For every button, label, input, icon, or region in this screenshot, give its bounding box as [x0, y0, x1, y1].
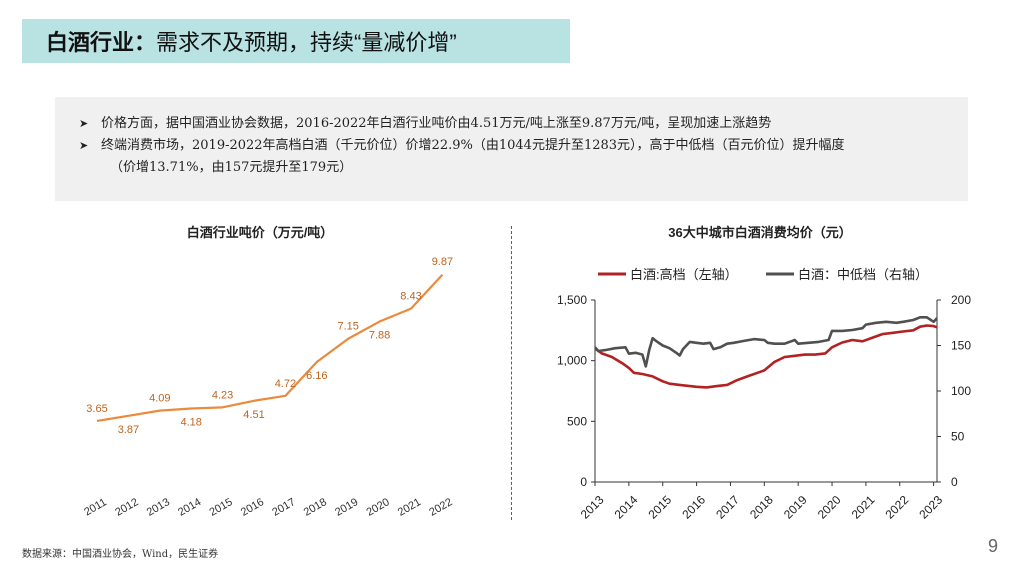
summary-box: ➤ 价格方面，据中国酒业协会数据，2016-2022年白酒行业吨价由4.51万元…	[55, 97, 968, 201]
data-label: 4.23	[212, 389, 233, 401]
page-title-rest: 需求不及预期，持续“量减价增”	[156, 30, 457, 55]
arrow-right-icon: ➤	[79, 117, 89, 130]
x-tick-label: 2017	[270, 496, 297, 519]
legend-label: 白酒：中低档（右轴）	[798, 267, 928, 282]
data-label: 9.87	[432, 256, 453, 268]
high-end-price-line	[594, 324, 938, 389]
x-tick-label: 2021	[396, 496, 423, 519]
right-y-tick-label: 150	[951, 339, 971, 353]
page-title-bold: 白酒行业：	[46, 30, 157, 55]
x-tick-label: 2016	[239, 496, 266, 519]
data-label: 4.51	[243, 409, 264, 421]
right-y-tick-label: 200	[951, 293, 971, 307]
tonnage-price-line-chart: 3.65 3.87 4.09 4.18 4.23 4.51 4.72 6.16 7.15 7.88…	[82, 256, 454, 519]
x-tick-label: 2012	[113, 496, 140, 519]
legend-label: 白酒:高档（左轴）	[630, 267, 738, 282]
right-y-tick-label: 100	[951, 384, 971, 398]
data-label: 7.88	[369, 330, 390, 342]
right-chart-title: 36大中城市白酒消费均价（元）	[668, 225, 852, 240]
data-label: 4.72	[275, 378, 296, 390]
page-number: 9	[988, 536, 999, 556]
data-label: 4.18	[180, 417, 201, 429]
x-tick-label: 2015	[207, 496, 234, 519]
x-tick-label: 2018	[302, 496, 329, 519]
right-y-tick-label: 50	[951, 430, 965, 444]
mid-low-price-line	[594, 316, 938, 368]
x-tick-label: 2020	[815, 493, 844, 522]
left-y-tick-label: 0	[580, 475, 587, 489]
data-label: 7.15	[337, 321, 358, 333]
x-tick-label: 2019	[333, 496, 360, 519]
left-y-tick-label: 1,500	[557, 293, 587, 307]
x-tick-label: 2022	[427, 496, 454, 519]
x-tick-label: 2016	[679, 493, 708, 522]
data-source-note: 数据来源：中国酒业协会，Wind，民生证券	[22, 549, 219, 560]
x-tick-label: 2015	[646, 493, 675, 522]
data-label: 6.16	[306, 370, 327, 382]
summary-bullet-text: （价增13.71%，由157元提升至179元）	[110, 160, 353, 175]
x-tick-label: 2018	[747, 493, 776, 522]
x-tick-label: 2011	[82, 496, 108, 518]
chart-divider	[511, 226, 512, 520]
arrow-right-icon: ➤	[79, 139, 89, 152]
right-y-tick-label: 0	[951, 475, 958, 489]
summary-bullet-text: 价格方面，据中国酒业协会数据，2016-2022年白酒行业吨价由4.51万元/吨…	[101, 116, 772, 131]
tonnage-price-line	[96, 274, 444, 423]
data-label: 3.65	[86, 403, 107, 415]
x-tick-label: 2014	[612, 493, 641, 522]
summary-bullet-text: 终端消费市场，2019-2022年高档白酒（千元价位）价增22.9%（由1044…	[101, 138, 845, 153]
left-y-tick-label: 500	[567, 414, 587, 428]
page-title-banner: 白酒行业： 需求不及预期，持续“量减价增”	[22, 19, 570, 63]
summary-bullet-2: ➤ 终端消费市场，2019-2022年高档白酒（千元价位）价增22.9%（由10…	[79, 135, 948, 157]
left-chart-title: 白酒行业吨价（万元/吨）	[186, 225, 334, 240]
x-tick-label: 2021	[849, 493, 878, 522]
x-tick-label: 2017	[713, 493, 742, 522]
x-tick-label: 2013	[145, 496, 172, 519]
data-label: 4.09	[149, 393, 170, 405]
x-tick-label: 2013	[578, 493, 607, 522]
x-tick-label: 2020	[364, 496, 391, 519]
summary-bullet-2-continued: （价增13.71%，由157元提升至179元）	[79, 157, 948, 179]
summary-bullet-1: ➤ 价格方面，据中国酒业协会数据，2016-2022年白酒行业吨价由4.51万元…	[79, 113, 948, 135]
x-tick-label: 2019	[781, 493, 810, 522]
left-y-tick-label: 1,000	[557, 354, 587, 368]
data-label: 3.87	[118, 424, 139, 436]
x-tick-label: 2014	[176, 496, 203, 519]
x-tick-label: 2022	[883, 493, 912, 522]
data-label: 8.43	[400, 291, 421, 303]
x-tick-label: 2023	[916, 493, 945, 522]
